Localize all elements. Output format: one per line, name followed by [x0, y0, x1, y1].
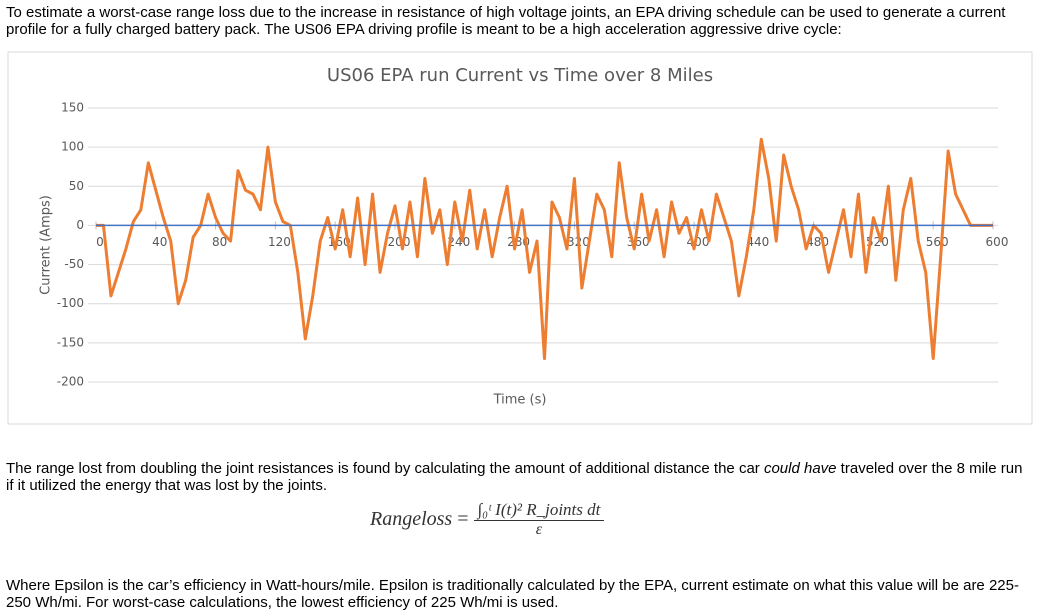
x-tick-label: 440: [746, 235, 769, 249]
y-tick-label: -50: [64, 257, 84, 271]
text: traveled over the 8 mile run if it utili…: [6, 460, 1023, 494]
formula-eq: =: [457, 508, 469, 530]
numerator: ∫₀ᵗ I(t)² R_joints dt: [473, 500, 605, 521]
chart-title: US06 EPA run Current vs Time over 8 Mile…: [327, 65, 713, 86]
denominator: ε: [535, 521, 543, 538]
chart: US06 EPA run Current vs Time over 8 Mile…: [7, 51, 1033, 425]
emphasis: could have: [763, 460, 837, 477]
text: The range lost from doubling the joint r…: [6, 460, 764, 477]
y-tick-label: -100: [57, 296, 84, 310]
paragraph: Where Epsilon is the car’s efficiency in…: [6, 577, 1019, 611]
x-tick-label: 240: [447, 235, 470, 249]
formula: Rangeloss = ∫₀ᵗ I(t)² R_joints dt ε: [370, 500, 605, 539]
y-tick-label: 50: [69, 179, 84, 193]
x-tick-label: 560: [926, 235, 949, 249]
x-tick-label: 80: [212, 235, 227, 249]
x-tick-label: 600: [986, 235, 1009, 249]
x-tick-label: 120: [268, 235, 291, 249]
intro: To estimate a worst-case range loss due …: [6, 4, 1006, 38]
formula-lhs: Rangeloss: [370, 508, 453, 530]
fraction: ∫₀ᵗ I(t)² R_joints dt ε: [473, 500, 605, 539]
y-axis-title: Current (Amps): [39, 195, 54, 295]
data-line: [96, 137, 993, 361]
x-tick-label: 40: [152, 235, 167, 249]
y-tick-label: -200: [57, 375, 84, 389]
y-tick-label: 100: [61, 140, 84, 154]
y-tick-label: -150: [57, 335, 84, 349]
paragraph: The range lost from doubling the joint r…: [6, 460, 1031, 494]
y-tick-label: 0: [76, 218, 84, 232]
x-axis-title: Time (s): [493, 393, 547, 408]
y-tick-label: 150: [61, 101, 84, 115]
x-tick-label: 0: [96, 235, 104, 249]
